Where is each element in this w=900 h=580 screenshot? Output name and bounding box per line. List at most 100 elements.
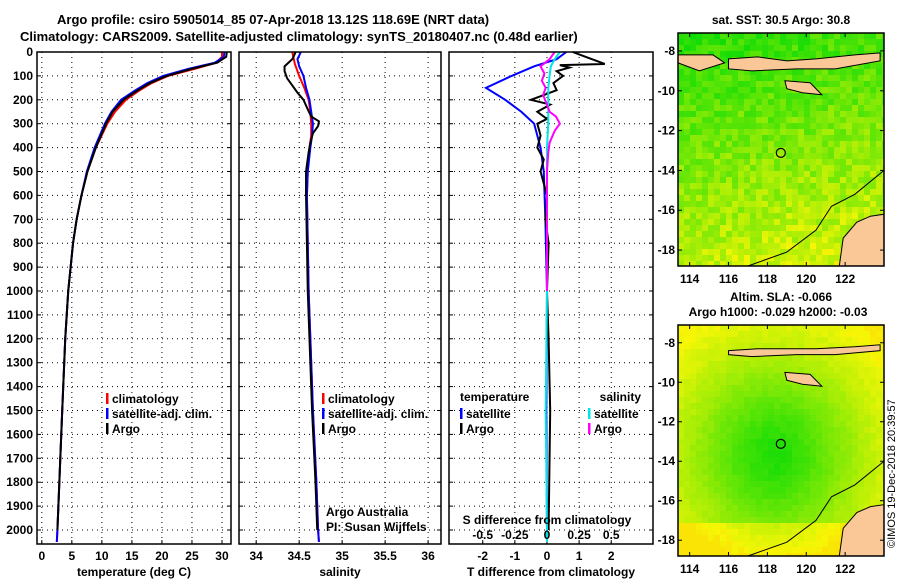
map-pixel (846, 433, 852, 439)
map-pixel (822, 451, 828, 457)
map-pixel (846, 469, 852, 475)
map-pixel (828, 111, 834, 117)
map-pixel (756, 505, 762, 511)
map-pixel (804, 33, 810, 39)
map-pixel (696, 523, 702, 529)
map-pixel (840, 75, 846, 81)
map-pixel (768, 343, 774, 349)
map-pixel (870, 201, 876, 207)
land-sumba (784, 371, 824, 387)
map-pixel (828, 123, 834, 129)
map-pixel (798, 111, 804, 117)
map-pixel (684, 457, 690, 463)
map-pixel (708, 391, 714, 397)
map-pixel (780, 183, 786, 189)
map-pixel (882, 427, 884, 433)
map-pixel (696, 219, 702, 225)
map-pixel (762, 153, 768, 159)
map-pixel (744, 117, 750, 123)
map-pixel (696, 165, 702, 171)
map-pixel (720, 445, 726, 451)
map-pixel (852, 475, 858, 481)
map-pixel (744, 535, 750, 541)
map-pixel (816, 541, 822, 547)
map-pixel (852, 397, 858, 403)
map-pixel (792, 225, 798, 231)
map-pixel (774, 481, 780, 487)
map-pixel (750, 111, 756, 117)
map-pixel (792, 123, 798, 129)
map-x-tick-label: 120 (796, 272, 816, 286)
map-pixel (822, 207, 828, 213)
map-pixel (870, 433, 876, 439)
map-pixel (750, 87, 756, 93)
map-pixel (720, 261, 726, 266)
map-pixel (882, 409, 884, 415)
map-pixel (732, 445, 738, 451)
map-pixel (810, 45, 816, 51)
map-pixel (768, 183, 774, 189)
map-pixel (858, 379, 864, 385)
map-pixel (840, 99, 846, 105)
map-pixel (876, 481, 882, 487)
map-pixel (756, 475, 762, 481)
map-pixel (876, 33, 882, 39)
map-pixel (834, 189, 840, 195)
map-pixel (840, 159, 846, 165)
map-pixel (684, 445, 690, 451)
map-pixel (756, 379, 762, 385)
map-pixel (774, 45, 780, 51)
map-pixel (702, 373, 708, 379)
map-pixel (678, 153, 684, 159)
map-pixel (810, 373, 816, 379)
legend-swatch (106, 408, 109, 419)
map-pixel (780, 99, 786, 105)
map-pixel (822, 99, 828, 105)
map-pixel (768, 135, 774, 141)
map-pixel (714, 207, 720, 213)
map-pixel (714, 541, 720, 547)
map-pixel (822, 183, 828, 189)
map-pixel (858, 165, 864, 171)
map-pixel (882, 373, 884, 379)
map-pixel (846, 213, 852, 219)
map-pixel (756, 33, 762, 39)
map-pixel (720, 165, 726, 171)
map-pixel (870, 183, 876, 189)
map-pixel (756, 553, 762, 556)
map-pixel (798, 541, 804, 547)
map-pixel (756, 421, 762, 427)
map-pixel (882, 147, 884, 153)
map-pixel (804, 165, 810, 171)
map-pixel (876, 355, 882, 361)
map-pixel (678, 475, 684, 481)
map-pixel (798, 171, 804, 177)
map-pixel (702, 81, 708, 87)
map-pixel (714, 529, 720, 535)
map-pixel (678, 219, 684, 225)
map-pixel (732, 153, 738, 159)
map-pixel (678, 237, 684, 243)
map-pixel (762, 177, 768, 183)
map-pixel (840, 219, 846, 225)
map-pixel (768, 445, 774, 451)
map-pixel (858, 195, 864, 201)
map-pixel (720, 439, 726, 445)
map-pixel (738, 493, 744, 499)
map-pixel (876, 457, 882, 463)
map-pixel (684, 433, 690, 439)
map-pixel (762, 75, 768, 81)
map-pixel (768, 87, 774, 93)
legend-swatch (460, 408, 463, 419)
map-pixel (696, 373, 702, 379)
map-pixel (768, 99, 774, 105)
map-pixel (690, 475, 696, 481)
map-pixel (816, 523, 822, 529)
map-pixel (810, 171, 816, 177)
map-pixel (756, 415, 762, 421)
map-pixel (738, 325, 744, 331)
map-pixel (684, 165, 690, 171)
map-pixel (876, 87, 882, 93)
map-pixel (720, 361, 726, 367)
map-pixel (816, 493, 822, 499)
